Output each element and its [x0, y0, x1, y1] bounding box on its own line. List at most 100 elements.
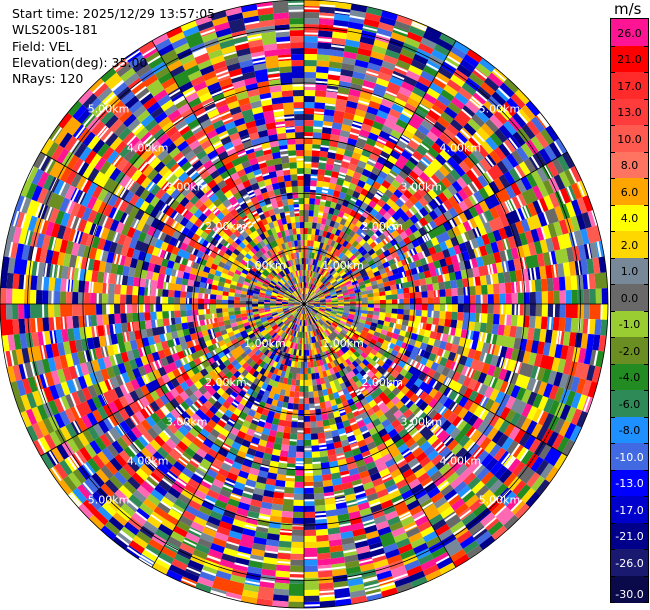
colorbar-label: -21.0	[615, 530, 644, 543]
colorbar-label: -13.0	[615, 477, 644, 490]
colorbar-segment	[611, 496, 648, 523]
colorbar-label: 0.0	[620, 291, 639, 305]
colorbar-label: 4.0	[620, 212, 639, 225]
colorbar-tick	[644, 390, 648, 391]
colorbar-tick	[611, 257, 615, 259]
colorbar-label: 13.0	[617, 106, 642, 119]
range-label: 1.00km	[244, 337, 286, 350]
colorbar-segment	[611, 575, 648, 603]
colorbar-tick	[644, 231, 648, 232]
ppi-gate-layer	[0, 20, 608, 608]
range-label: 1.00km	[322, 259, 364, 272]
range-label: 4.00km	[127, 454, 169, 467]
colorbar-segment	[611, 178, 648, 205]
colorbar-segment	[611, 204, 648, 232]
colorbar-tick	[611, 549, 615, 550]
colorbar-tick	[611, 45, 615, 47]
colorbar-segment	[611, 72, 648, 99]
azimuth-spoke	[303, 303, 457, 568]
colorbar-tick	[644, 522, 648, 524]
azimuth-spoke	[40, 151, 305, 305]
colorbar-tick	[611, 310, 615, 312]
range-label: 1.00km	[244, 259, 286, 272]
colorbar-tick	[644, 443, 648, 444]
colorbar-label: -26.0	[615, 556, 644, 570]
colorbar-unit: m/s	[614, 0, 642, 18]
colorbar-segment	[611, 19, 648, 46]
ppi-gate-layer	[0, 0, 602, 602]
colorbar-segment	[611, 443, 648, 470]
colorbar-tick	[644, 204, 648, 206]
colorbar-segment	[611, 45, 648, 73]
colorbar-label: 17.0	[617, 79, 642, 93]
colorbar-tick	[644, 602, 648, 603]
colorbar-tick	[611, 231, 615, 232]
colorbar-tick	[611, 575, 615, 577]
azimuth-spoke	[151, 40, 305, 305]
colorbar-tick	[611, 363, 615, 365]
colorbar-label: 26.0	[617, 26, 642, 40]
colorbar-tick	[644, 178, 648, 179]
colorbar-tick	[644, 337, 648, 338]
colorbar-tick	[644, 363, 648, 365]
colorbar-label: 21.0	[617, 53, 642, 66]
ppi-gate-layer	[0, 0, 605, 596]
colorbar-tick	[611, 98, 615, 100]
range-label: 4.00km	[127, 142, 169, 155]
range-label: 3.00km	[166, 181, 208, 194]
colorbar-segment	[611, 469, 648, 497]
colorbar-segment	[611, 257, 648, 285]
colorbar-tick	[644, 469, 648, 471]
colorbar-segment	[611, 151, 648, 179]
ppi-gates	[0, 0, 608, 608]
range-label: 3.00km	[166, 415, 208, 428]
colorbar-tick	[644, 125, 648, 126]
range-label: 4.00km	[440, 454, 482, 467]
ppi-gate-layer	[13, 3, 608, 608]
colorbar-label: 1.0	[620, 265, 639, 278]
colorbar-tick	[611, 204, 615, 206]
colorbar-tick	[644, 257, 648, 259]
colorbar-tick	[644, 284, 648, 285]
colorbar-label: -30.0	[615, 588, 644, 601]
range-label: 5.00km	[88, 493, 130, 506]
colorbar-tick	[611, 496, 615, 497]
colorbar-tick	[611, 178, 615, 179]
colorbar-tick	[644, 45, 648, 47]
range-label: 2.00km	[205, 220, 247, 233]
colorbar-tick	[611, 469, 615, 471]
colorbar-segment	[611, 522, 648, 550]
colorbar-tick	[644, 416, 648, 418]
colorbar-segment	[611, 310, 648, 338]
colorbar-segment	[611, 390, 648, 417]
colorbar-label: 10.0	[617, 132, 642, 146]
colorbar-tick	[611, 522, 615, 524]
colorbar-segment	[611, 284, 648, 311]
range-label: 3.00km	[401, 415, 443, 428]
colorbar-tick	[644, 496, 648, 497]
colorbar-tick	[611, 284, 615, 285]
colorbar-segment	[611, 337, 648, 364]
colorbar-tick	[611, 125, 615, 126]
colorbar-label: 6.0	[620, 185, 639, 199]
range-label: 5.00km	[479, 493, 521, 506]
azimuth-spoke	[303, 151, 568, 305]
colorbar-tick	[611, 416, 615, 418]
range-label: 2.00km	[361, 376, 403, 389]
station-text: WLS200s-181	[12, 22, 98, 38]
colorbar-tick	[611, 72, 615, 73]
azimuth-spoke	[151, 303, 305, 568]
colorbar-label: -8.0	[618, 424, 641, 437]
colorbar-tick	[644, 151, 648, 153]
colorbar-label: -4.0	[618, 371, 641, 384]
colorbar-tick	[644, 310, 648, 312]
colorbar-tick	[644, 72, 648, 73]
colorbar-label: 2.0	[620, 238, 639, 252]
colorbar-segment	[611, 125, 648, 152]
colorbar-tick	[644, 549, 648, 550]
range-label: 4.00km	[440, 142, 482, 155]
colorbar-segment	[611, 363, 648, 391]
colorbar-tick	[611, 151, 615, 153]
range-label: 2.00km	[205, 376, 247, 389]
